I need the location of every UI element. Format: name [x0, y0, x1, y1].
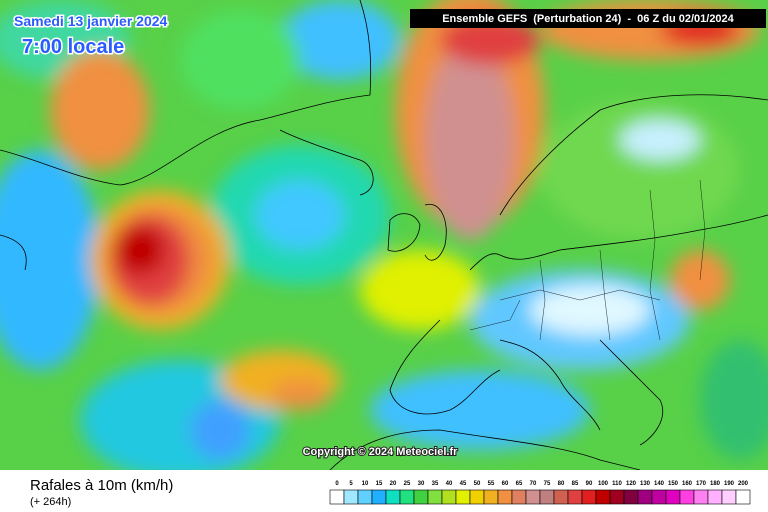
- scale-label: 40: [446, 481, 453, 487]
- date-title: Samedi 13 janvier 2024: [14, 13, 168, 29]
- coastlines: [0, 0, 768, 470]
- scale-swatch: [567, 489, 583, 505]
- scale-label: 110: [612, 481, 622, 487]
- scale-label: 100: [598, 481, 609, 487]
- scale-label: 130: [640, 481, 651, 487]
- scale-swatch: [609, 489, 625, 505]
- scale-swatch: [553, 489, 569, 505]
- borders: [469, 179, 706, 341]
- copyright: Copyright © 2024 Meteociel.fr: [303, 446, 459, 458]
- scale-swatch: [371, 489, 387, 505]
- color-scale: 0 5 10 15 20 25 30 35 40 45 50 55 60 65 70 75 80 85 90 100 1…: [329, 481, 751, 505]
- scale-label: 70: [530, 481, 537, 487]
- scale-label: 35: [432, 481, 439, 487]
- scale-swatch: [413, 489, 429, 505]
- scale-swatch: [665, 489, 681, 505]
- scale-swatch: [539, 489, 555, 505]
- variable-label: Rafales à 10m (km/h): [30, 477, 173, 494]
- scale-label: 10: [362, 481, 369, 487]
- scale-swatch: [399, 489, 415, 505]
- scale-label: 15: [376, 481, 383, 487]
- scale-label: 180: [710, 481, 721, 487]
- scale-label: 5: [349, 481, 353, 487]
- scale-swatch: [385, 489, 401, 505]
- scale-label: 120: [626, 481, 637, 487]
- time-title: 7:00 locale: [22, 36, 124, 58]
- scale-label: 200: [738, 481, 749, 487]
- scale-swatch: [469, 489, 485, 505]
- scale-label: 55: [488, 481, 495, 487]
- scale-swatch: [329, 489, 345, 505]
- scale-swatch: [455, 489, 471, 505]
- scale-label: 0: [335, 481, 339, 487]
- scale-swatch: [511, 489, 527, 505]
- scale-swatch: [357, 489, 373, 505]
- scale-swatch: [483, 489, 499, 505]
- scale-swatch: [595, 489, 611, 505]
- lead-time: (+ 264h): [30, 496, 71, 508]
- scale-swatch: [721, 489, 737, 505]
- scale-swatch: [623, 489, 639, 505]
- scale-swatch: [735, 489, 751, 505]
- wind-field: Copyright © 2024 Meteociel.fr: [0, 0, 768, 470]
- scale-swatch: [637, 489, 653, 505]
- scale-label: 65: [516, 481, 523, 487]
- scale-swatch: [497, 489, 513, 505]
- scale-label: 150: [668, 481, 679, 487]
- scale-swatch: [679, 489, 695, 505]
- scale-swatch: [651, 489, 667, 505]
- scale-label: 45: [460, 481, 467, 487]
- scale-label: 85: [572, 481, 579, 487]
- scale-swatch: [707, 489, 723, 505]
- header-text: Ensemble GEFS (Perturbation 24) - 06 Z d…: [442, 13, 734, 25]
- scale-swatch: [427, 489, 443, 505]
- scale-swatch: [581, 489, 597, 505]
- scale-label: 90: [586, 481, 593, 487]
- scale-label: 140: [654, 481, 665, 487]
- scale-swatch: [693, 489, 709, 505]
- scale-label: 170: [696, 481, 707, 487]
- scale-label: 20: [390, 481, 397, 487]
- scale-label: 30: [418, 481, 425, 487]
- scale-label: 190: [724, 481, 735, 487]
- scale-label: 75: [544, 481, 551, 487]
- scale-swatch: [343, 489, 359, 505]
- scale-label: 60: [502, 481, 509, 487]
- scale-label: 50: [474, 481, 481, 487]
- scale-label: 25: [404, 481, 411, 487]
- scale-swatch: [441, 489, 457, 505]
- scale-swatch: [525, 489, 541, 505]
- scale-label: 80: [558, 481, 565, 487]
- header-bar: [410, 9, 766, 28]
- scale-label: 160: [682, 481, 693, 487]
